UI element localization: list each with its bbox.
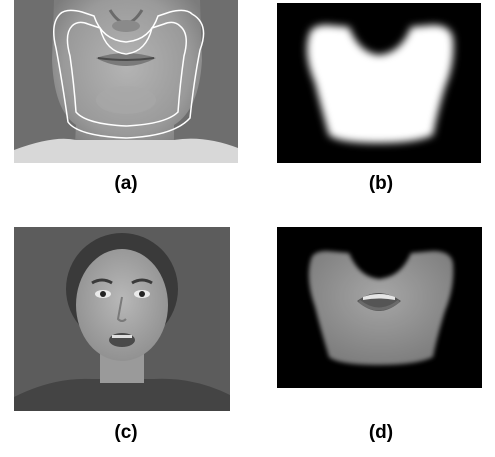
panel-b-image — [277, 3, 481, 163]
caption-b: (b) — [368, 173, 394, 194]
binary-mask-illustration — [277, 3, 481, 163]
caption-d: (d) — [368, 422, 394, 443]
caption-c: (c) — [114, 422, 138, 443]
masked-mouth-illustration — [277, 227, 482, 388]
panel-c-image — [14, 227, 230, 411]
caption-a: (a) — [114, 173, 138, 194]
panel-a-image — [14, 0, 238, 163]
talking-face-illustration — [14, 227, 230, 411]
panel-d-image — [277, 227, 482, 388]
face-with-outline-illustration — [14, 0, 238, 163]
